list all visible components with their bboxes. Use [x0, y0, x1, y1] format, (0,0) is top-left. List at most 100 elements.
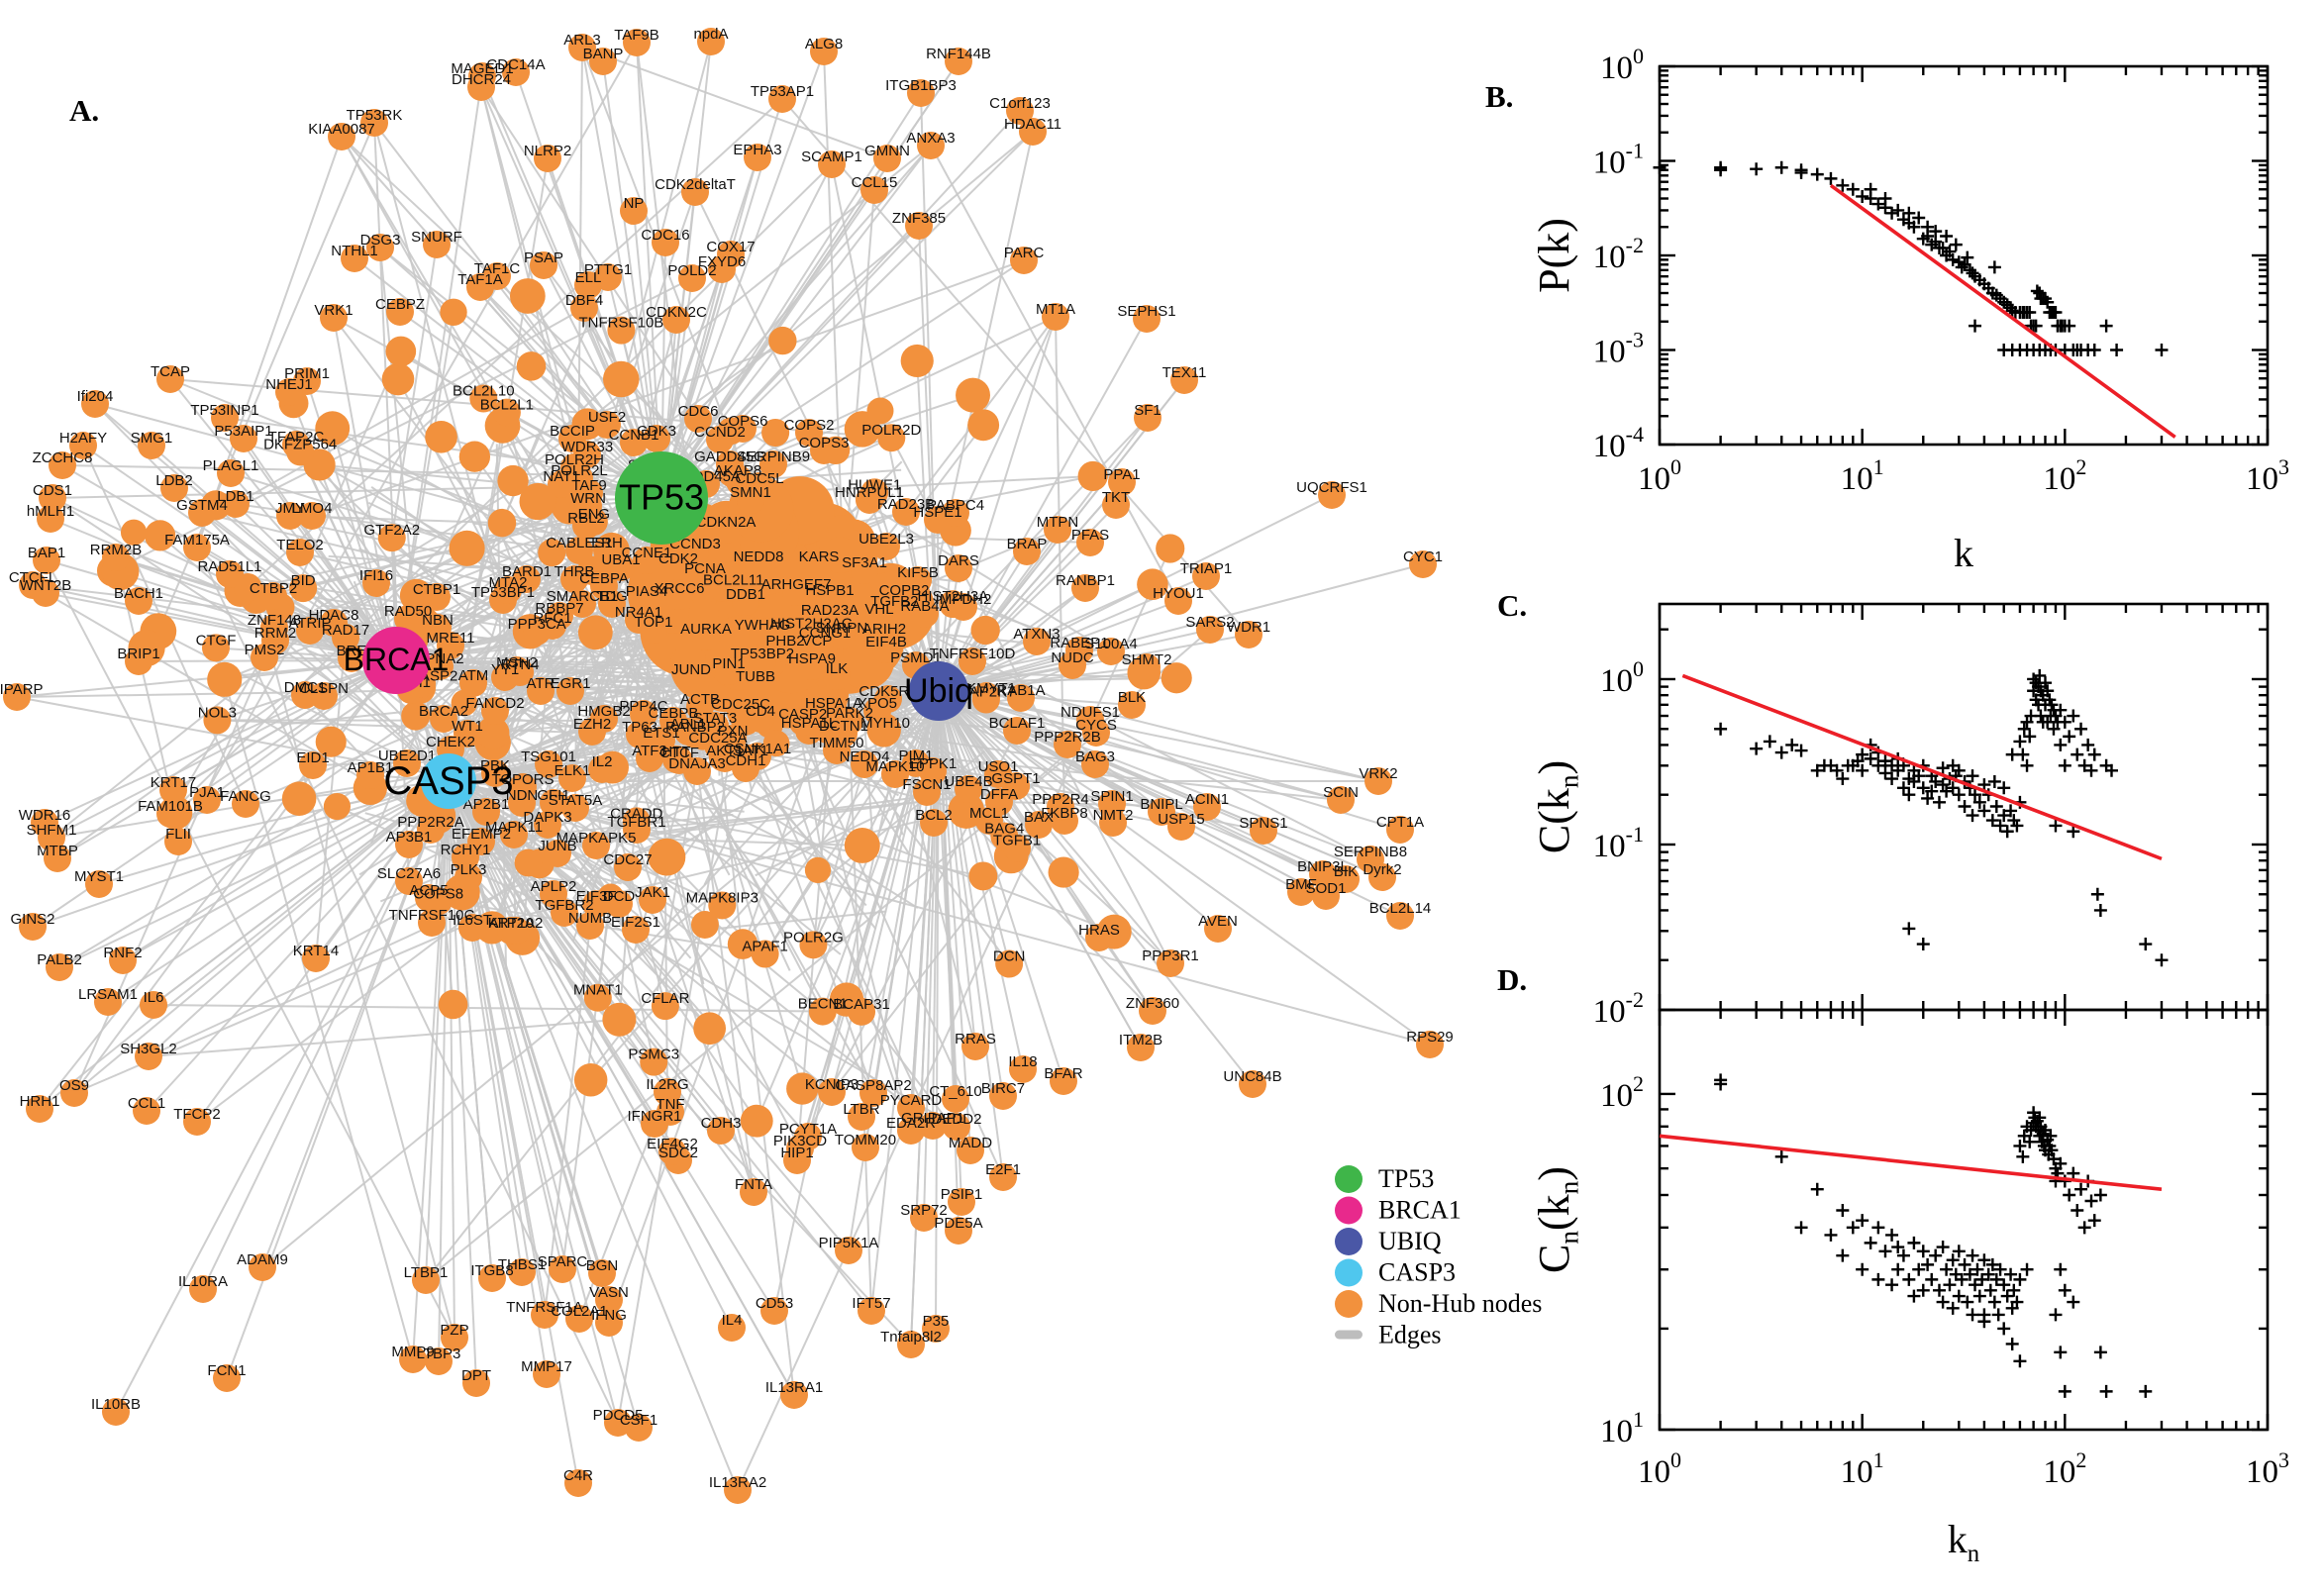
- network-node[interactable]: [259, 582, 287, 610]
- network-node[interactable]: [1007, 684, 1035, 712]
- network-node[interactable]: [768, 326, 797, 355]
- network-node[interactable]: [942, 499, 969, 527]
- network-node[interactable]: [736, 744, 764, 772]
- network-node[interactable]: [1164, 587, 1192, 615]
- network-node[interactable]: [39, 484, 66, 512]
- network-node[interactable]: [577, 615, 613, 650]
- network-node[interactable]: [620, 429, 648, 456]
- network-node[interactable]: [565, 1305, 593, 1333]
- network-node[interactable]: [995, 949, 1024, 978]
- network-node[interactable]: [835, 1237, 862, 1264]
- network-node[interactable]: [805, 550, 833, 578]
- network-node[interactable]: [527, 677, 555, 705]
- network-node[interactable]: [948, 1188, 975, 1216]
- network-node[interactable]: [315, 411, 351, 447]
- network-node[interactable]: [69, 432, 97, 459]
- network-node[interactable]: [425, 1347, 453, 1375]
- network-node[interactable]: [466, 273, 494, 301]
- network-node[interactable]: [540, 789, 567, 817]
- network-node[interactable]: [595, 1309, 623, 1337]
- network-node[interactable]: [749, 648, 776, 675]
- network-node[interactable]: [648, 838, 686, 876]
- network-node[interactable]: [1156, 534, 1185, 563]
- network-node[interactable]: [967, 409, 1000, 442]
- network-node[interactable]: [633, 585, 660, 613]
- network-node[interactable]: [919, 1112, 947, 1140]
- hub-node-ubiq[interactable]: [909, 661, 968, 721]
- network-node[interactable]: [1118, 691, 1146, 719]
- network-node[interactable]: [872, 636, 900, 663]
- network-node[interactable]: [506, 658, 535, 687]
- network-node[interactable]: [913, 778, 941, 806]
- network-node[interactable]: [603, 360, 640, 398]
- network-node[interactable]: [394, 605, 422, 633]
- network-node[interactable]: [1133, 305, 1161, 333]
- network-node[interactable]: [513, 565, 541, 593]
- network-node[interactable]: [556, 677, 584, 705]
- network-node[interactable]: [706, 426, 734, 453]
- network-node[interactable]: [708, 255, 736, 283]
- network-node[interactable]: [189, 1275, 217, 1303]
- network-node[interactable]: [275, 378, 303, 406]
- network-node[interactable]: [156, 800, 184, 828]
- network-node[interactable]: [356, 761, 384, 789]
- network-node[interactable]: [193, 786, 221, 814]
- network-node[interactable]: [423, 583, 451, 611]
- network-node[interactable]: [1318, 481, 1346, 509]
- network-node[interactable]: [553, 493, 580, 521]
- network-node[interactable]: [1042, 303, 1069, 331]
- network-node[interactable]: [760, 1297, 788, 1325]
- network-node[interactable]: [860, 478, 889, 507]
- network-node[interactable]: [109, 947, 137, 974]
- network-node[interactable]: [159, 776, 187, 804]
- network-node[interactable]: [276, 502, 304, 530]
- network-node[interactable]: [945, 554, 972, 582]
- network-node[interactable]: [712, 516, 740, 544]
- network-node[interactable]: [664, 552, 692, 580]
- network-node[interactable]: [558, 764, 586, 792]
- network-node[interactable]: [897, 1094, 925, 1122]
- network-node[interactable]: [469, 384, 498, 413]
- network-node[interactable]: [582, 832, 610, 859]
- network-node[interactable]: [296, 617, 324, 645]
- network-node[interactable]: [818, 1078, 846, 1106]
- network-node[interactable]: [971, 685, 1000, 714]
- network-node[interactable]: [472, 798, 500, 826]
- network-node[interactable]: [740, 1104, 773, 1138]
- network-node[interactable]: [917, 132, 945, 159]
- network-node[interactable]: [188, 499, 216, 527]
- network-node[interactable]: [508, 1258, 536, 1286]
- network-node[interactable]: [440, 298, 467, 326]
- network-node[interactable]: [907, 79, 935, 107]
- network-node[interactable]: [860, 176, 888, 204]
- network-node[interactable]: [786, 1072, 819, 1105]
- network-node[interactable]: [797, 617, 826, 646]
- network-node[interactable]: [808, 997, 837, 1026]
- network-node[interactable]: [1368, 863, 1396, 891]
- network-node[interactable]: [1409, 550, 1437, 578]
- network-node[interactable]: [500, 821, 528, 848]
- network-node[interactable]: [827, 621, 856, 649]
- network-node[interactable]: [939, 590, 967, 619]
- network-node[interactable]: [538, 539, 566, 567]
- network-node[interactable]: [120, 519, 148, 546]
- network-node[interactable]: [1137, 568, 1168, 601]
- network-node[interactable]: [818, 150, 846, 178]
- network-node[interactable]: [1003, 717, 1031, 745]
- network-node[interactable]: [1170, 366, 1198, 394]
- network-node[interactable]: [578, 718, 606, 746]
- network-node[interactable]: [211, 404, 239, 432]
- network-node[interactable]: [533, 1360, 560, 1388]
- network-node[interactable]: [900, 344, 934, 378]
- network-node[interactable]: [749, 619, 776, 647]
- network-node[interactable]: [911, 600, 939, 628]
- network-node[interactable]: [381, 362, 415, 396]
- network-node[interactable]: [1239, 1070, 1266, 1098]
- network-node[interactable]: [160, 474, 188, 502]
- network-node[interactable]: [514, 848, 543, 877]
- network-node[interactable]: [922, 1315, 950, 1343]
- network-node[interactable]: [38, 824, 65, 851]
- network-node[interactable]: [1332, 865, 1360, 893]
- network-node[interactable]: [467, 73, 495, 101]
- network-node[interactable]: [724, 1476, 752, 1504]
